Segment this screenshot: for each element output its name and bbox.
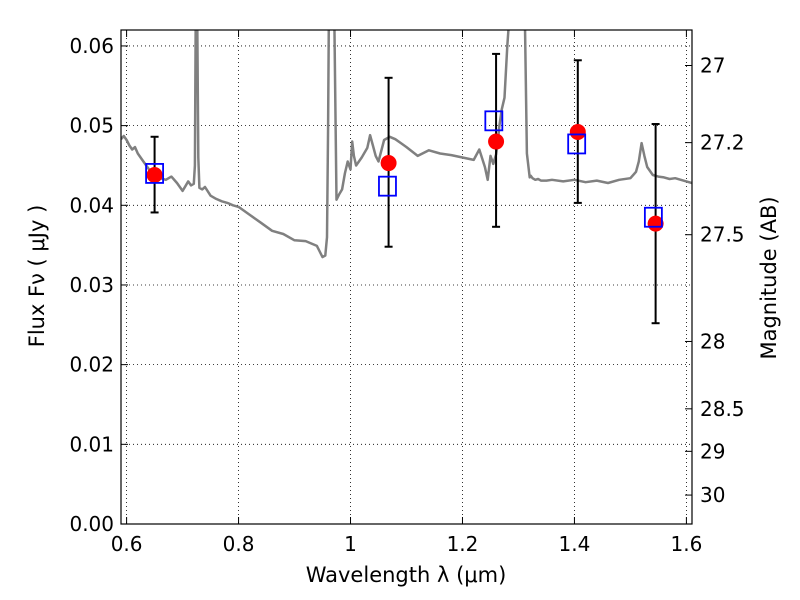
model-photometry-point <box>567 133 587 155</box>
y2-axis-label: Magnitude (AB) <box>757 196 781 359</box>
x-axis-label: Wavelength λ (μm) <box>306 563 507 587</box>
y2-tick-label: 30 <box>700 483 725 507</box>
y2-tick-label: 28.5 <box>700 397 745 421</box>
x-tick-label: 1 <box>344 532 357 556</box>
grid-lines <box>121 30 692 525</box>
y2-tick-label: 27.5 <box>700 223 745 247</box>
x-tick-label: 0.8 <box>223 532 255 556</box>
x-tick-label: 1.4 <box>559 532 591 556</box>
observed-point <box>146 167 163 184</box>
y-tick-label: 0.05 <box>69 114 114 138</box>
observed-point <box>569 123 586 140</box>
plot-area <box>121 30 692 325</box>
axis-ticks: 0.6 0.8 1 1.2 1.4 1.6 0.00 0.01 0.02 0.03 0.04 0.05… <box>69 30 745 556</box>
y2-tick-label: 29 <box>700 439 725 463</box>
y-tick-label: 0.06 <box>69 34 114 58</box>
observed-point <box>488 133 505 150</box>
model-spectrum-line <box>121 30 692 259</box>
x-tick-label: 0.6 <box>111 532 143 556</box>
model-photometry-point <box>378 175 397 197</box>
y2-tick-label: 27.2 <box>700 131 745 155</box>
y-axis-label: Flux Fν ( μJy ) <box>25 205 49 348</box>
y-tick-label: 0.04 <box>69 193 114 217</box>
observed-point <box>380 155 397 172</box>
y-tick-label: 0.03 <box>69 273 114 297</box>
model-photometry-point <box>145 163 164 184</box>
y2-tick-label: 27 <box>700 54 725 78</box>
model-photometry-point <box>643 206 663 228</box>
y-tick-label: 0.00 <box>69 512 114 536</box>
plot-frame <box>120 29 693 525</box>
model-photometry-point <box>484 110 504 132</box>
y-tick-label: 0.01 <box>69 432 114 456</box>
y2-tick-label: 28 <box>700 329 725 353</box>
x-tick-label: 1.2 <box>447 532 479 556</box>
y-tick-label: 0.02 <box>69 353 114 377</box>
x-tick-label: 1.6 <box>670 532 702 556</box>
